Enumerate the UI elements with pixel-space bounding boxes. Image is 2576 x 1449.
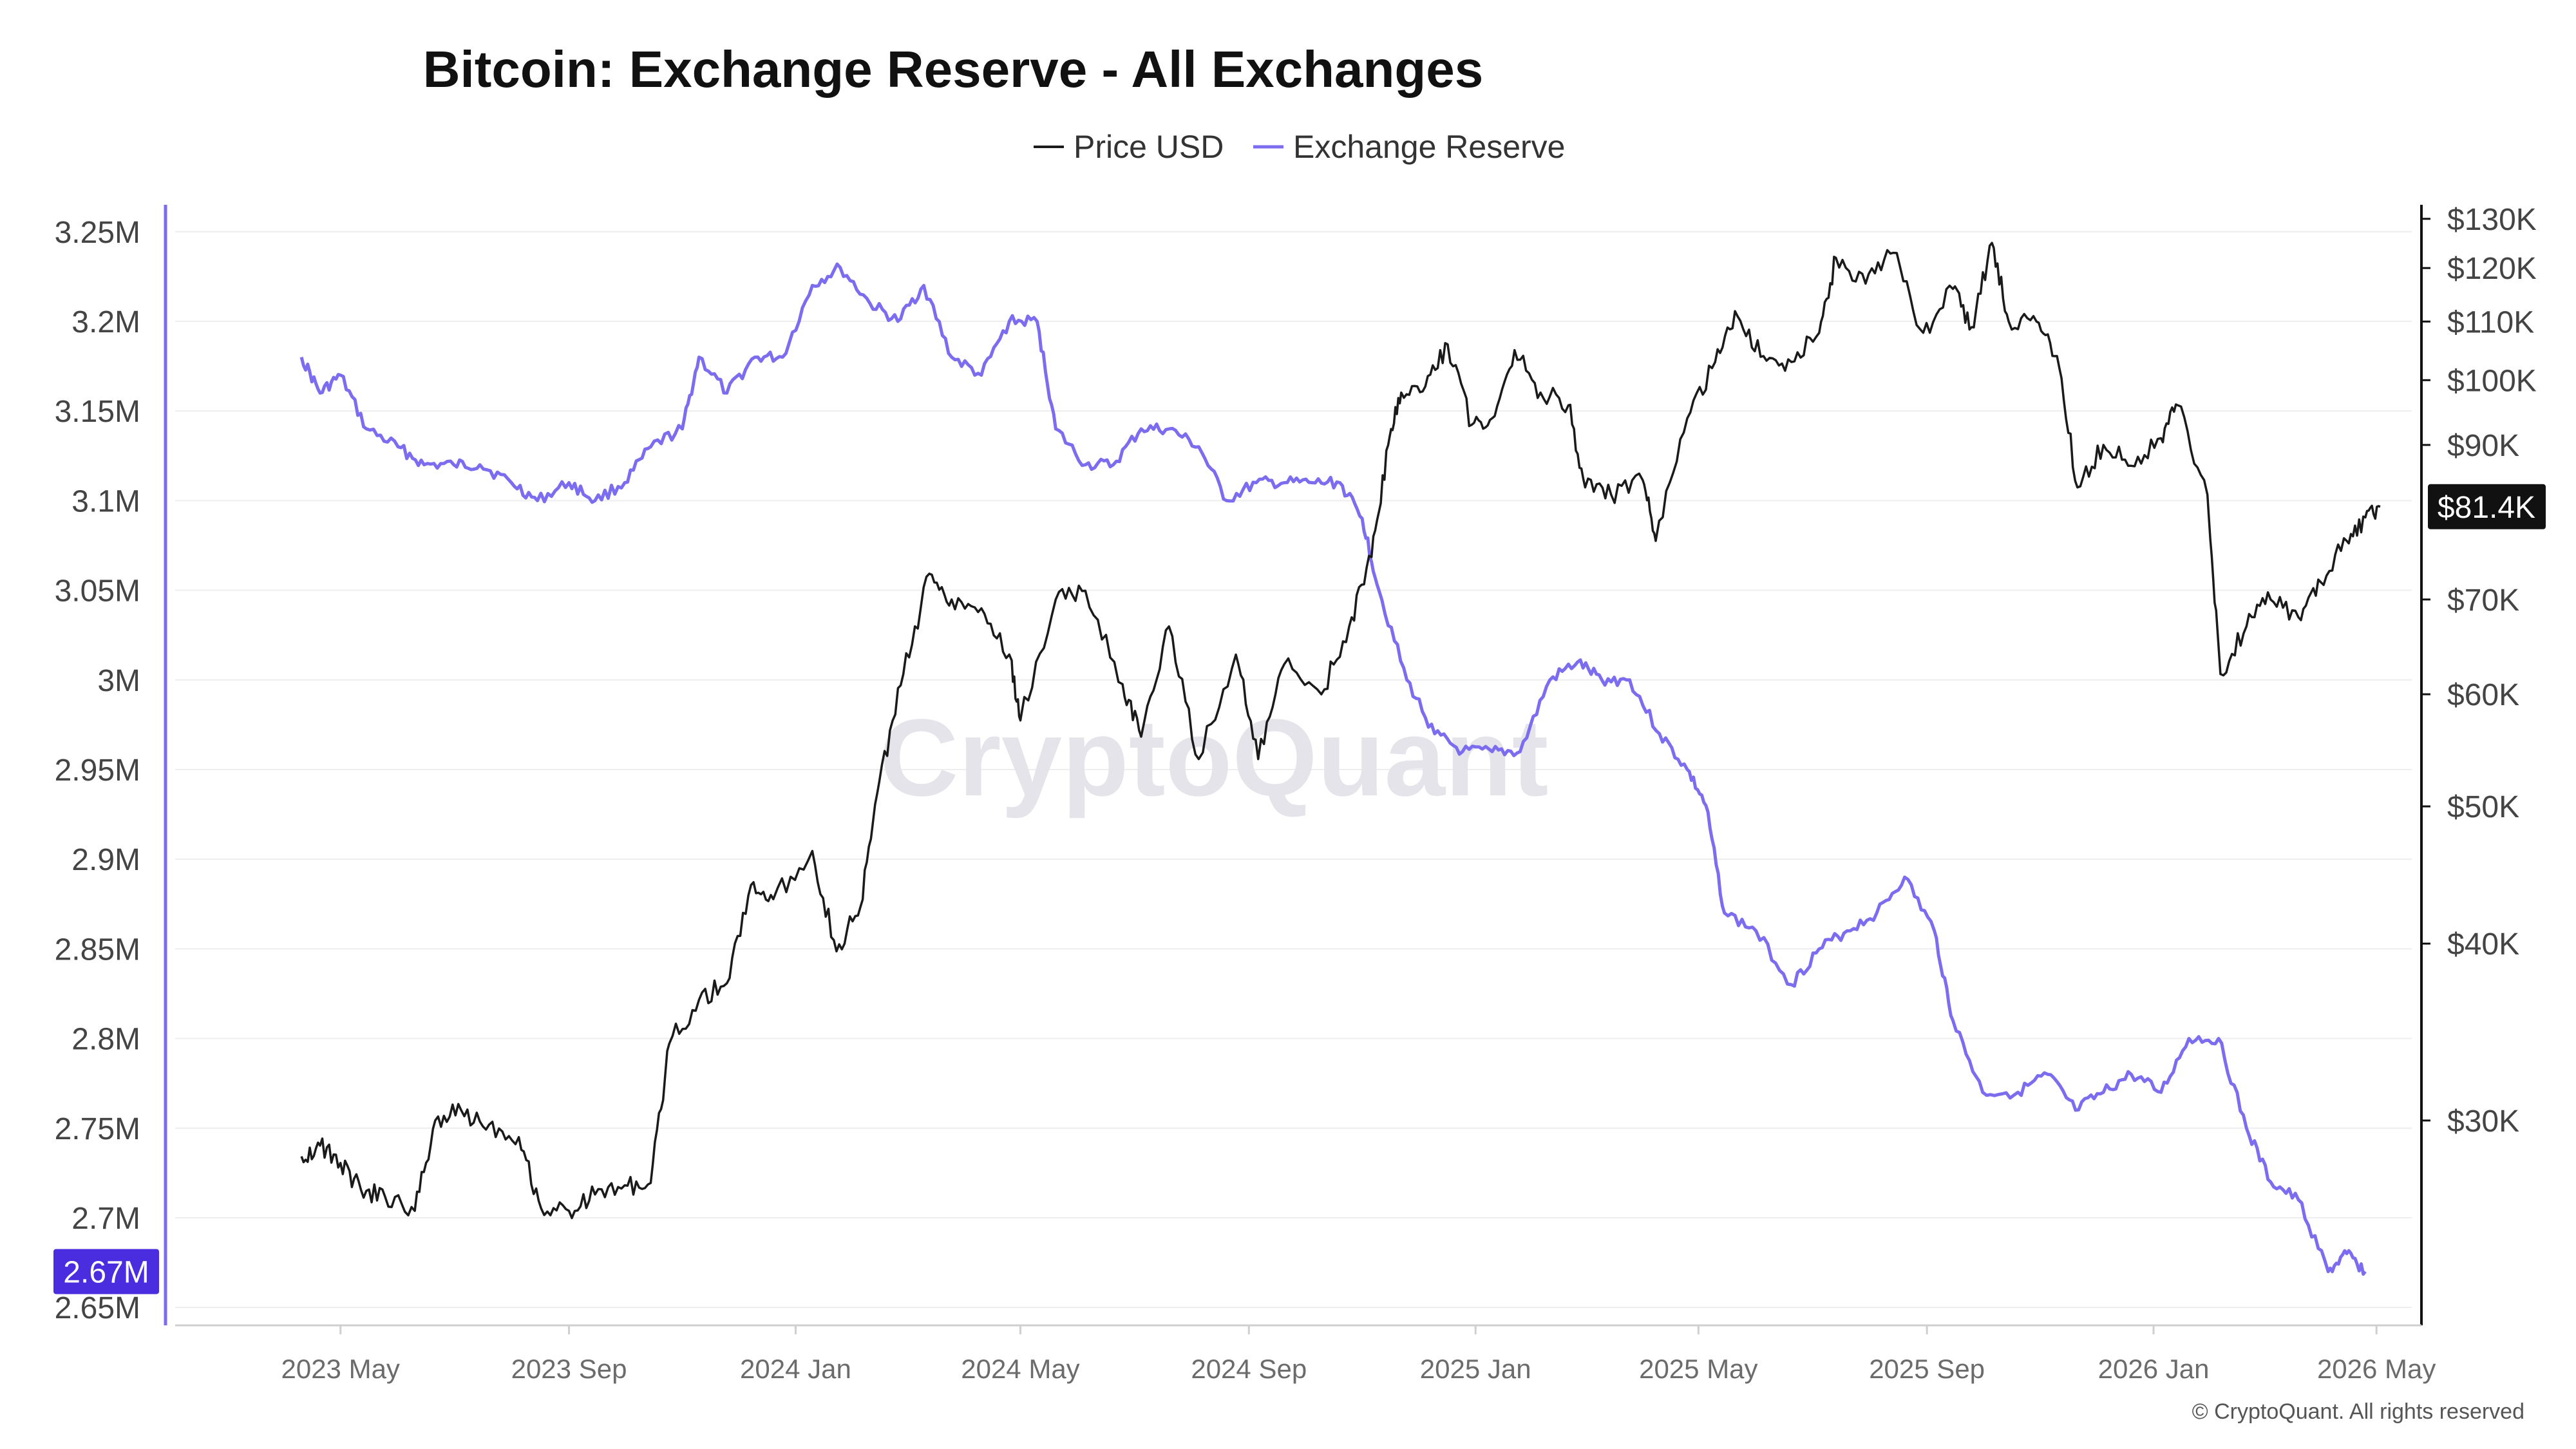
right-axis-tick-label: $120K: [2447, 252, 2537, 286]
left-axis-tick-label: 2.95M: [55, 753, 140, 788]
x-axis-tick-label: 2023 May: [281, 1354, 399, 1384]
x-axis-tick-label: 2025 Jan: [1420, 1354, 1531, 1384]
series-exchange-reserve-line: [299, 262, 2367, 1276]
x-axis-tick-label: 2024 Sep: [1191, 1354, 1307, 1384]
left-axis-tick-label: 2.7M: [71, 1202, 140, 1236]
left-axis-tick-label: 3.1M: [71, 484, 140, 518]
right-axis-tick-label: $130K: [2447, 203, 2537, 237]
left-axis-tick-label: 3M: [97, 664, 140, 698]
left-axis-tick-label: 3.05M: [55, 574, 140, 609]
x-axis-tick-label: 2025 May: [1639, 1354, 1757, 1384]
current-price-badge: $81.4K: [2428, 484, 2546, 529]
left-axis-tick-label: 2.75M: [55, 1112, 140, 1146]
x-axis-tick-label: 2026 May: [2317, 1354, 2436, 1384]
right-axis-tick-label: $30K: [2447, 1104, 2519, 1139]
current-price-badge-text: $81.4K: [2438, 491, 2535, 525]
left-axis-tick-label: 3.25M: [55, 216, 140, 250]
right-axis-tick-label: $50K: [2447, 790, 2519, 824]
left-axis-tick-label: 3.15M: [55, 395, 140, 429]
legend-reserve-label: Exchange Reserve: [1293, 129, 1565, 165]
current-reserve-badge-text: 2.67M: [63, 1255, 149, 1289]
x-axis-tick-label: 2024 Jan: [740, 1354, 851, 1384]
x-axis-tick-label: 2026 Jan: [2098, 1354, 2210, 1384]
left-axis-tick-label: 2.85M: [55, 933, 140, 967]
left-axis-ticks: 3.25M 3.2M 3.15M 3.1M 3.05M 3M 2.95M 2.9M 2.85M 2…: [55, 216, 140, 1325]
axes: [164, 205, 2423, 1327]
x-axis-tick-label: 2025 Sep: [1869, 1354, 1985, 1384]
series-price-usd-line: [300, 242, 2381, 1220]
left-axis-tick-label: 2.9M: [71, 843, 140, 877]
right-axis-tick-label: $100K: [2447, 364, 2537, 398]
left-axis-tick-label: 2.8M: [71, 1023, 140, 1057]
watermark: CryptoQuant: [880, 697, 1549, 819]
chart-title: Bitcoin: Exchange Reserve - All Exchange…: [423, 41, 1483, 98]
x-axis-ticks: 2023 May 2023 Sep 2024 Jan 2024 May 2024 Sep…: [281, 1325, 2436, 1384]
right-axis-tick-label: $40K: [2447, 927, 2519, 961]
current-price-badge-bg: [2428, 484, 2546, 529]
right-axis-tick-label: $90K: [2447, 429, 2519, 463]
x-axis-tick-label: 2024 May: [961, 1354, 1079, 1384]
legend-price-label: Price USD: [1074, 129, 1224, 165]
grid-lines: [175, 231, 2412, 1309]
right-axis-tick-label: $60K: [2447, 678, 2519, 712]
legend: Price USD Exchange Reserve: [1034, 129, 1565, 165]
left-axis-tick-label: 3.2M: [71, 305, 140, 339]
left-axis-tick-label: 2.65M: [55, 1291, 140, 1325]
right-axis-tick-label: $110K: [2447, 305, 2534, 339]
right-axis-tick-label: $70K: [2447, 583, 2519, 618]
right-axis-ticks: $130K $120K $110K $100K $90K $70K $60K $50K $40K…: [2421, 203, 2537, 1139]
current-reserve-badge-bg: [53, 1249, 159, 1294]
copyright-footer: © CryptoQuant. All rights reserved: [2192, 1399, 2524, 1424]
x-axis-tick-label: 2023 Sep: [511, 1354, 627, 1384]
current-reserve-badge: 2.67M: [53, 1249, 159, 1294]
